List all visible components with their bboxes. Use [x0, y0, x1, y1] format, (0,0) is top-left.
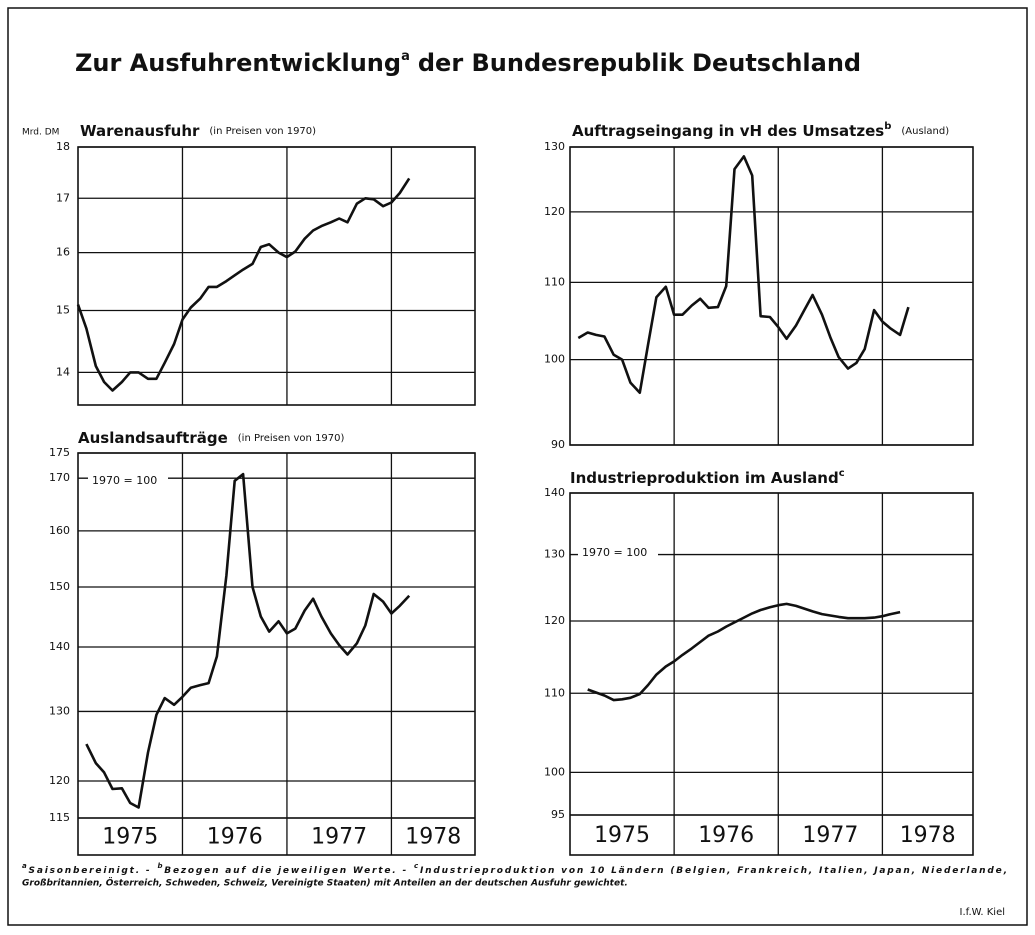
y-tick-label: 150	[49, 580, 70, 593]
chart-title-text: Auftragseingang in vH des Umsatzes	[572, 122, 884, 140]
annotation-bg	[578, 544, 658, 562]
chart-title-note: c	[839, 468, 845, 479]
year-label: 1976	[698, 823, 754, 848]
plot-frame	[77, 452, 476, 856]
y-tick-label: 115	[49, 811, 70, 824]
chart-title-note: b	[884, 121, 891, 132]
credit: I.f.W. Kiel	[960, 907, 1005, 918]
chart-title: Warenausfuhr (in Preisen von 1970)	[80, 122, 316, 140]
y-tick-label: 120	[544, 614, 565, 627]
chart-title: Industrieproduktion im Auslandc	[570, 468, 845, 487]
y-tick-label: 18	[56, 140, 70, 153]
y-tick-label: 16	[56, 246, 70, 259]
title-note: a	[401, 49, 410, 64]
year-label: 1975	[594, 823, 650, 848]
data-line	[587, 602, 901, 702]
footnote-line: a Saisonbereinigt. - b Bezogen auf die jewe…	[22, 862, 1007, 876]
y-tick-label: 17	[56, 191, 70, 204]
year-label: 1977	[311, 825, 367, 850]
y-tick-label: 175	[49, 446, 70, 459]
chart-title-text: Industrieproduktion im Ausland	[570, 469, 839, 487]
annotation: 1970 = 100	[92, 474, 157, 487]
year-label: 1976	[207, 825, 263, 850]
footnote-text: Bezogen auf die jeweiligen Werte. -	[164, 866, 406, 876]
y-tick-label: 100	[544, 353, 565, 366]
plot-frame	[569, 146, 974, 446]
y-tick-label: 100	[544, 765, 565, 778]
y-tick-label: 130	[49, 704, 70, 717]
y-tick-label: 130	[544, 140, 565, 153]
chart-title-text: Auslandsaufträge	[78, 429, 228, 447]
annotation: 1970 = 100	[582, 546, 647, 559]
y-tick-label: 130	[544, 548, 565, 561]
footnote-text: Saisonbereinigt. -	[29, 866, 150, 876]
title-text: Zur Ausfuhrentwicklung	[75, 49, 401, 77]
data-line	[85, 472, 411, 809]
footnote-line: Großbritannien, Österreich, Schweden, Sc…	[22, 878, 628, 889]
year-label: 1977	[802, 823, 858, 848]
annotation-bg	[88, 472, 168, 490]
y-tick-label: 95	[551, 808, 565, 821]
y-tick-label: 140	[544, 486, 565, 499]
y-tick-label: 110	[544, 686, 565, 699]
year-label: 1978	[900, 823, 956, 848]
year-label: 1978	[405, 825, 461, 850]
y-tick-label: 120	[49, 774, 70, 787]
footnote-text: Industrieproduktion von 10 Ländern (Belg…	[420, 866, 1007, 876]
footnote-mark: c	[414, 862, 419, 870]
y-tick-label: 110	[544, 275, 565, 288]
y-axis-label: Mrd. DM	[22, 128, 59, 138]
y-tick-label: 170	[49, 471, 70, 484]
data-line	[76, 177, 411, 392]
footnote-mark: a	[22, 862, 27, 870]
page-title: Zur Ausfuhrentwicklunga der Bundesrepubli…	[75, 49, 861, 77]
chart-subtitle: (in Preisen von 1970)	[238, 433, 345, 444]
chart-title: Auslandsaufträge (in Preisen von 1970)	[78, 429, 345, 447]
y-tick-label: 140	[49, 640, 70, 653]
y-tick-label: 90	[551, 438, 565, 451]
title-text: der Bundesrepublik Deutschland	[418, 49, 861, 77]
y-tick-label: 15	[56, 304, 70, 317]
chart-title: Auftragseingang in vH des Umsatzesb (Ausl…	[572, 121, 949, 140]
data-line	[577, 155, 910, 394]
footnote-mark: b	[157, 862, 162, 870]
chart-title-text: Warenausfuhr	[80, 122, 200, 140]
year-label: 1975	[102, 825, 158, 850]
chart-subtitle: (in Preisen von 1970)	[209, 126, 316, 137]
y-tick-label: 14	[56, 365, 70, 378]
y-tick-label: 160	[49, 524, 70, 537]
chart-subtitle: (Ausland)	[901, 126, 949, 137]
plot-frame	[77, 146, 476, 406]
y-tick-label: 120	[544, 205, 565, 218]
